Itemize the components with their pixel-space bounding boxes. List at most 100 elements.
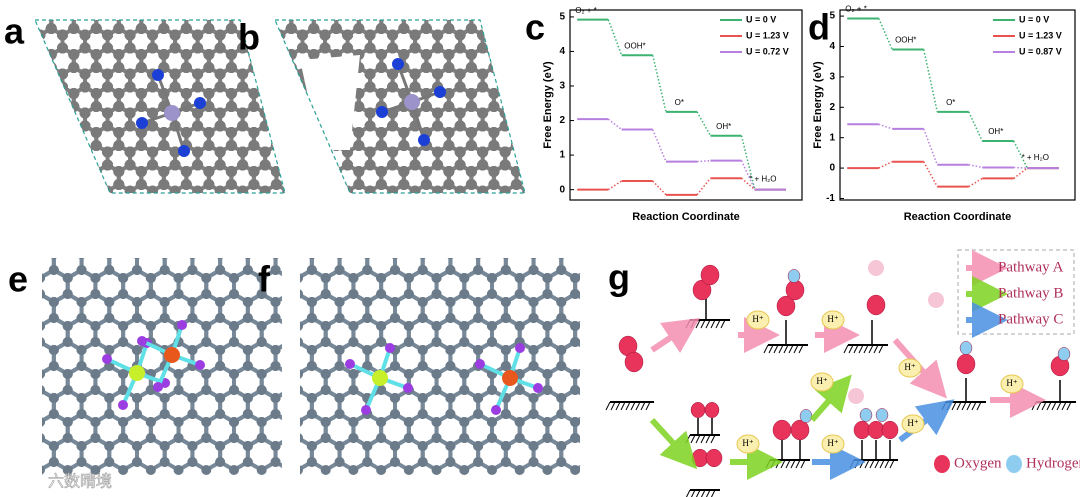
atom: [376, 465, 387, 475]
atom: [389, 409, 400, 419]
hatch: [765, 459, 771, 469]
atom: [522, 68, 525, 80]
atom: [285, 140, 297, 151]
atom: [284, 385, 294, 395]
atom: [124, 29, 136, 41]
atom: [443, 166, 455, 177]
atom: [256, 385, 267, 395]
atom: [225, 23, 237, 34]
atom: [859, 408, 873, 422]
atom: [375, 127, 387, 138]
atom: [225, 127, 237, 138]
atom: [502, 258, 509, 259]
atom: [21, 393, 31, 403]
atom: [45, 127, 57, 138]
atom: [348, 369, 359, 379]
atom: [79, 146, 91, 158]
atom: [459, 369, 470, 379]
hatch: [1036, 401, 1042, 411]
atom: [68, 127, 80, 138]
atom: [256, 273, 267, 283]
atom: [259, 42, 271, 54]
atom: [320, 4, 331, 15]
atom: [214, 29, 226, 41]
atom: [173, 465, 184, 475]
atom: [473, 313, 484, 323]
atom: [214, 120, 226, 132]
atom: [284, 241, 294, 251]
atom: [57, 146, 69, 158]
atom: [104, 313, 115, 323]
bond: [514, 123, 525, 155]
connector: [1013, 167, 1028, 180]
atom: [293, 241, 303, 251]
atom: [528, 297, 539, 307]
atom: [146, 241, 156, 251]
atom: [217, 258, 224, 259]
atom: [90, 23, 102, 34]
atom: [57, 146, 69, 158]
atom: [68, 20, 80, 21]
atom: [158, 20, 170, 21]
n-atom: [137, 336, 147, 346]
hatch: [778, 344, 784, 354]
atom: [376, 321, 387, 331]
atom: [284, 369, 294, 379]
hatch: [863, 344, 869, 354]
atom: [57, 107, 69, 119]
hatch: [700, 434, 706, 444]
watermark: 六数晴境: [48, 472, 112, 491]
atom: [522, 159, 525, 171]
legend-label: U = 1.23 V: [746, 30, 789, 40]
atom: [510, 23, 522, 34]
atom: [124, 120, 136, 132]
atom: [102, 42, 114, 54]
atom: [300, 337, 303, 347]
atom: [432, 120, 444, 132]
atom: [499, 29, 511, 41]
hatch: [710, 319, 716, 329]
atom: [785, 279, 805, 301]
atom: [284, 273, 294, 283]
atom: [21, 457, 31, 467]
n-atom: [153, 382, 163, 392]
atom: [443, 101, 455, 112]
atom: [225, 20, 237, 21]
atom: [431, 337, 442, 347]
atom: [510, 127, 522, 138]
atom: [321, 241, 331, 251]
atom: [417, 345, 428, 355]
atom: [169, 159, 181, 171]
atom: [334, 393, 345, 403]
atom: [270, 127, 282, 138]
atom: [556, 441, 567, 451]
hatch: [854, 459, 860, 469]
atom: [35, 4, 46, 15]
atom: [282, 120, 285, 132]
atom: [214, 107, 226, 119]
atom: [23, 23, 34, 34]
proton-label: H⁺: [907, 418, 918, 428]
atom: [306, 313, 317, 323]
atom: [334, 457, 345, 467]
atom: [102, 4, 113, 15]
atom: [180, 49, 192, 60]
atom: [308, 166, 320, 177]
atom: [68, 166, 80, 177]
atom: [68, 179, 80, 190]
atom: [145, 417, 156, 427]
atom: [293, 88, 304, 99]
hatch: [640, 401, 646, 411]
atom: [180, 127, 192, 138]
atom: [522, 107, 525, 119]
atom: [473, 457, 484, 467]
atom: [300, 385, 303, 395]
atom: [387, 81, 399, 93]
atom: [417, 441, 428, 451]
atom: [203, 140, 215, 151]
structures: [21, 4, 580, 475]
atom: [259, 42, 271, 54]
atom: [270, 101, 282, 112]
atom: [90, 417, 101, 427]
atom: [477, 185, 489, 193]
